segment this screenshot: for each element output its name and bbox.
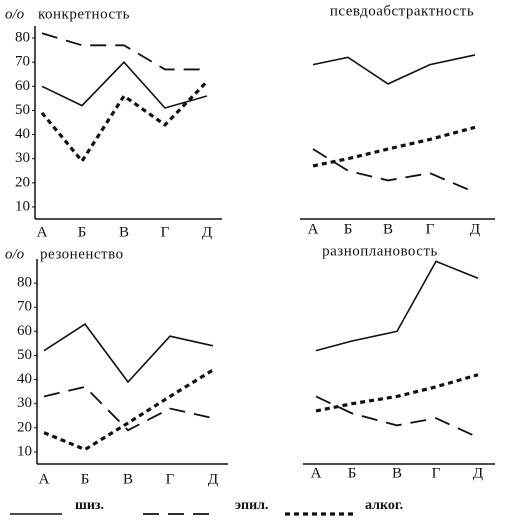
x-tick-label: Б — [344, 221, 353, 237]
x-tick-label: Д — [208, 471, 218, 487]
x-tick-label: В — [123, 471, 133, 487]
x-tick-label: Д — [473, 465, 483, 481]
x-tick-label: Г — [161, 224, 170, 240]
x-tick-label: А — [37, 224, 48, 240]
y-tick-label: 70 — [17, 299, 32, 315]
y-tick-label: 50 — [15, 102, 30, 118]
x-tick-label: Г — [166, 471, 175, 487]
line-series — [41, 61, 208, 109]
y-tick-label: 20 — [15, 174, 30, 190]
line-series — [41, 32, 207, 71]
x-tick-label: Г — [432, 465, 441, 481]
x-tick-label: Б — [78, 224, 87, 240]
x-tick-label: Д — [202, 224, 212, 240]
legend-label: алког. — [365, 498, 403, 513]
y-tick-label: 20 — [17, 419, 32, 435]
chart-title: конкретность — [38, 6, 130, 22]
y-tick-label: 30 — [17, 395, 32, 411]
line-series — [312, 54, 476, 85]
y-axis-label: o/o — [5, 246, 25, 262]
x-tick-label: Б — [81, 471, 90, 487]
x-tick-label: А — [311, 465, 322, 481]
line-series — [315, 373, 479, 413]
line-series — [312, 148, 476, 194]
line-series — [43, 323, 214, 384]
y-tick-label: 60 — [15, 78, 30, 94]
x-tick-label: А — [39, 471, 50, 487]
x-tick-label: Б — [348, 465, 357, 481]
legend-label: шиз. — [75, 498, 104, 513]
line-series — [43, 385, 214, 432]
line-series — [312, 125, 476, 168]
chart-title: резоненство — [40, 246, 124, 262]
x-tick-label: В — [392, 465, 402, 481]
y-tick-label: 70 — [15, 54, 30, 70]
legend-label: эпил. — [235, 498, 269, 513]
y-tick-label: 10 — [17, 443, 32, 459]
y-tick-label: 50 — [17, 347, 32, 363]
y-tick-label: 80 — [17, 275, 32, 291]
x-tick-label: А — [308, 221, 319, 237]
y-tick-label: 80 — [15, 30, 30, 46]
x-tick-label: В — [119, 224, 129, 240]
chart-title: псевдоабстрактность — [330, 3, 474, 19]
line-series — [315, 260, 479, 352]
x-tick-label: Д — [470, 221, 480, 237]
line-series — [43, 368, 214, 452]
x-tick-label: В — [383, 221, 393, 237]
y-axis-label: o/o — [5, 6, 25, 22]
x-tick-label: Г — [426, 221, 435, 237]
y-tick-label: 30 — [15, 150, 30, 166]
line-series — [40, 80, 209, 164]
line-series — [315, 395, 479, 439]
y-tick-label: 40 — [15, 126, 30, 142]
y-tick-label: 40 — [17, 371, 32, 387]
chart-title: разноплановость — [322, 243, 438, 259]
y-tick-label: 60 — [17, 323, 32, 339]
y-tick-label: 10 — [15, 198, 30, 214]
